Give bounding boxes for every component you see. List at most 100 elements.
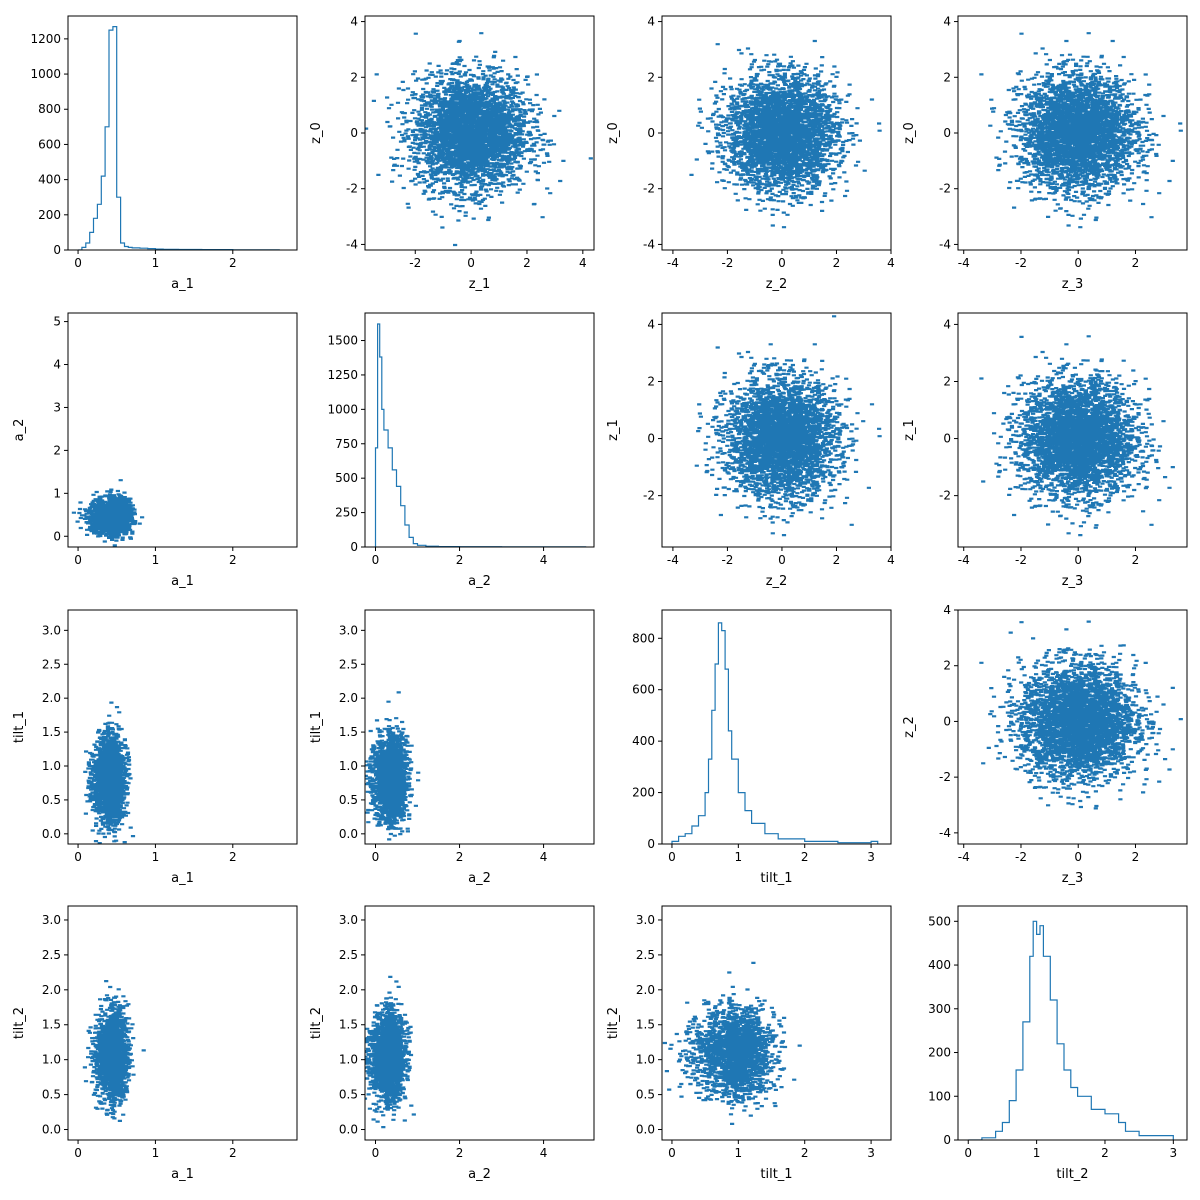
axes-frame bbox=[957, 312, 1188, 548]
x-tick-label: 2 bbox=[229, 256, 237, 270]
y-tick-label: 200 bbox=[928, 1046, 951, 1060]
y-tick-label: 800 bbox=[38, 102, 61, 116]
subplot-2-3: -4 -2 0 2 -4 -2 0 2 4 z_3 z_2 bbox=[902, 603, 1188, 886]
y-tick-label: 2 bbox=[943, 374, 951, 388]
subplot-2-0: 0 1 2 0.0 0.5 1.0 1.5 2.0 2.5 3.0 a_1 tilt_1 bbox=[12, 609, 298, 886]
scatter-points bbox=[365, 691, 421, 841]
x-tick-label: -2 bbox=[721, 553, 733, 567]
y-tick-label: 2.0 bbox=[636, 983, 655, 997]
x-tick-label: -4 bbox=[667, 553, 679, 567]
y-tick-label: 0 bbox=[647, 126, 655, 140]
y-tick-label: 2.0 bbox=[339, 983, 358, 997]
y-tick-label: 1500 bbox=[327, 334, 358, 348]
x-tick-label: 2 bbox=[1101, 1146, 1109, 1160]
axes-frame bbox=[661, 905, 892, 1141]
x-tick-label: -2 bbox=[1015, 850, 1027, 864]
y-axis-label: tilt_1 bbox=[12, 711, 27, 743]
y-tick-label: 4 bbox=[943, 317, 951, 331]
histogram-step-line bbox=[374, 323, 587, 547]
x-tick-label: 2 bbox=[833, 553, 841, 567]
y-axis-label: tilt_1 bbox=[309, 711, 324, 743]
x-tick-label: 4 bbox=[887, 256, 895, 270]
subplot-3-1: 0 2 4 0.0 0.5 1.0 1.5 2.0 2.5 3.0 a_2 tilt_2 bbox=[309, 905, 595, 1182]
y-tick-label: -4 bbox=[643, 237, 655, 251]
axes-frame bbox=[67, 905, 298, 1141]
x-tick-label: 0 bbox=[74, 1146, 82, 1160]
y-tick-label: 3.0 bbox=[42, 913, 61, 927]
x-tick-label: 1 bbox=[735, 850, 743, 864]
y-tick-label: 0.5 bbox=[42, 1088, 61, 1102]
y-tick-label: 0.5 bbox=[339, 1088, 358, 1102]
x-tick-label: 0 bbox=[74, 850, 82, 864]
y-tick-label: 2.5 bbox=[339, 948, 358, 962]
x-axis-label: a_1 bbox=[171, 1167, 194, 1182]
y-tick-label: 3.0 bbox=[339, 623, 358, 637]
x-tick-label: 1 bbox=[1033, 1146, 1041, 1160]
axes-frame bbox=[957, 609, 1188, 845]
subplot-1-0: 0 1 2 0 1 2 3 4 5 a_1 a_2 bbox=[12, 312, 298, 589]
y-axis-label: z_0 bbox=[309, 122, 324, 144]
y-tick-label: 0.5 bbox=[42, 793, 61, 807]
y-tick-label: 1000 bbox=[30, 67, 61, 81]
y-axis-label: a_2 bbox=[12, 419, 27, 442]
y-axis-label: tilt_2 bbox=[12, 1007, 27, 1039]
axes-frame bbox=[957, 905, 1188, 1141]
x-tick-label: 4 bbox=[887, 553, 895, 567]
x-axis-label: a_2 bbox=[468, 1167, 491, 1182]
y-tick-label: 0.0 bbox=[339, 827, 358, 841]
plot-area bbox=[662, 961, 802, 1126]
y-tick-label: 0 bbox=[53, 243, 61, 257]
y-tick-label: 400 bbox=[928, 958, 951, 972]
x-tick-label: 0 bbox=[1074, 553, 1082, 567]
subplot-3-0: 0 1 2 0.0 0.5 1.0 1.5 2.0 2.5 3.0 a_1 tilt_2 bbox=[12, 905, 298, 1182]
subplot-0-1: -2 0 2 4 -4 -2 0 2 4 z_1 z_0 bbox=[309, 15, 595, 292]
y-tick-label: 1000 bbox=[327, 402, 358, 416]
subplot-1-2: -4 -2 0 2 4 -2 0 2 4 z_2 z_1 bbox=[606, 312, 895, 589]
y-tick-label: 600 bbox=[632, 683, 655, 697]
x-axis-label: z_3 bbox=[1062, 277, 1084, 292]
y-tick-label: 2 bbox=[943, 70, 951, 84]
y-tick-label: 4 bbox=[53, 358, 61, 372]
scatter-points bbox=[83, 701, 136, 844]
y-tick-label: -2 bbox=[346, 182, 358, 196]
x-tick-label: -4 bbox=[667, 256, 679, 270]
y-axis-label: z_2 bbox=[902, 716, 917, 738]
y-tick-label: 3.0 bbox=[42, 623, 61, 637]
x-tick-label: -4 bbox=[958, 553, 970, 567]
x-tick-label: 4 bbox=[579, 256, 587, 270]
y-tick-label: -2 bbox=[643, 182, 655, 196]
y-axis-label: tilt_2 bbox=[309, 1007, 324, 1039]
y-tick-label: 1 bbox=[53, 486, 61, 500]
x-axis-label: z_1 bbox=[469, 277, 491, 292]
scatter-points bbox=[689, 39, 882, 229]
y-tick-label: 4 bbox=[350, 15, 358, 29]
x-tick-label: 2 bbox=[456, 1146, 464, 1160]
y-tick-label: -2 bbox=[939, 770, 951, 784]
x-axis-label: z_3 bbox=[1062, 871, 1084, 886]
y-tick-label: 300 bbox=[928, 1002, 951, 1016]
x-tick-label: 0 bbox=[668, 1146, 676, 1160]
x-axis-label: tilt_1 bbox=[760, 871, 792, 886]
x-tick-label: -2 bbox=[409, 256, 421, 270]
x-tick-label: 1 bbox=[152, 1146, 160, 1160]
y-tick-label: 3 bbox=[53, 400, 61, 414]
scatter-points bbox=[365, 975, 416, 1129]
y-tick-label: 1.0 bbox=[339, 759, 358, 773]
plot-area bbox=[82, 980, 146, 1123]
plot-area bbox=[365, 32, 593, 247]
y-tick-label: 500 bbox=[928, 914, 951, 928]
subplot-1-1: 0 2 4 0 250 500 750 1000 1250 1500 a_2 bbox=[327, 312, 595, 589]
x-tick-label: 0 bbox=[372, 850, 380, 864]
plot-area bbox=[694, 315, 882, 537]
plot-area bbox=[365, 691, 421, 841]
y-tick-label: 200 bbox=[38, 208, 61, 222]
y-tick-label: 0.5 bbox=[636, 1088, 655, 1102]
y-tick-label: 2.0 bbox=[42, 983, 61, 997]
x-tick-label: 4 bbox=[540, 850, 548, 864]
subplot-0-0: 0 1 2 0 200 400 600 800 1000 1200 a_1 bbox=[30, 15, 298, 292]
plot-area bbox=[71, 479, 145, 547]
y-tick-label: 2.0 bbox=[339, 691, 358, 705]
x-axis-label: z_2 bbox=[766, 574, 788, 589]
y-tick-label: 2 bbox=[943, 659, 951, 673]
